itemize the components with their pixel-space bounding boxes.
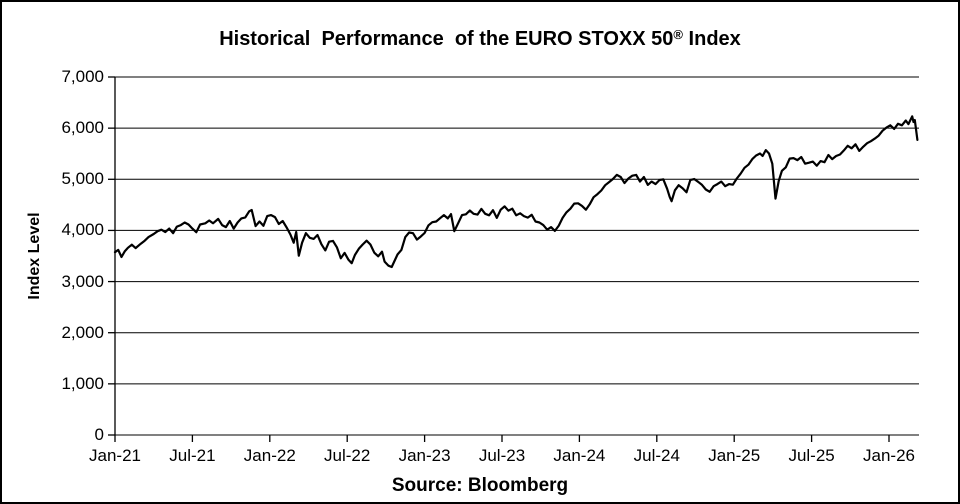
x-tick-label: Jan-21 [89,446,141,465]
x-tick-label: Jul-22 [324,446,371,465]
x-tick-label: Jan-22 [243,446,296,465]
y-tick-label: 4,000 [61,220,104,240]
x-tick-label: Jul-21 [169,446,216,465]
x-tick-label: Jul-25 [788,446,835,465]
x-tick-label: Jan-24 [553,446,606,465]
y-tick-label: 7,000 [61,67,104,86]
source-caption: Source: Bloomberg [391,475,569,496]
x-tick-label: Jul-23 [478,446,526,465]
chart-title-suffix: Index [683,28,741,50]
y-tick-label: 3,000 [61,271,104,291]
y-tick-label: 1,000 [61,373,104,393]
y-tick-label: 5,000 [61,169,104,189]
x-tick-label: Jan-23 [398,446,451,465]
chart-title: Historical Performance of the EURO STOXX… [2,23,958,51]
y-tick-label: 2,000 [61,322,104,342]
registered-trademark-symbol: ® [673,27,683,42]
x-tick-label: Jul-24 [633,446,680,465]
y-tick-label: 0 [94,425,104,444]
x-tick-label: Jan-25 [708,446,761,465]
index-level-line [113,115,919,269]
chart-title-text: Historical Performance of the EURO STOXX… [219,28,674,50]
x-tick-label: Jan-26 [863,446,915,465]
y-tick-label: 6,000 [61,118,104,138]
